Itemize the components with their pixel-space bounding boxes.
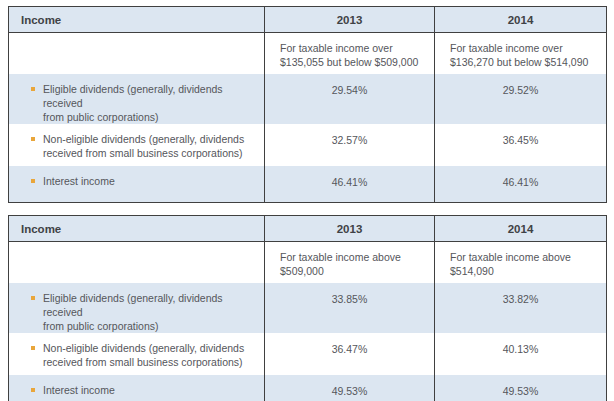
table-row-non-eligible-dividends: Non-eligible dividends (generally, divid… <box>9 124 607 166</box>
row-label-cell: Eligible dividends (generally, dividends… <box>9 283 265 333</box>
rate-value-2013: 29.54% <box>265 74 435 124</box>
rate-value-2014: 29.52% <box>435 74 607 124</box>
rate-value-2014: 49.53% <box>435 375 607 401</box>
income-item-label: Interest income <box>43 174 115 188</box>
table-row-eligible-dividends: Eligible dividends (generally, dividends… <box>9 74 607 124</box>
rate-value-2013: 36.47% <box>265 333 435 375</box>
rate-value-2014: 36.45% <box>435 124 607 166</box>
column-header-income: Income <box>9 216 265 242</box>
column-header-2014: 2014 <box>435 7 607 33</box>
bullet-icon <box>31 87 35 91</box>
table-header-row: Income 2013 2014 <box>9 7 607 33</box>
column-header-2014: 2014 <box>435 216 607 242</box>
tax-rate-table-lower: Income 2013 2014 For taxable income abov… <box>8 215 607 401</box>
income-range-note-2013: For taxable income above $509,000 <box>265 242 435 283</box>
tax-rate-table-upper: Income 2013 2014 For taxable income over… <box>8 6 607 203</box>
document-page: Income 2013 2014 For taxable income over… <box>0 0 614 401</box>
rate-value-2013: 46.41% <box>265 166 435 203</box>
table-row-eligible-dividends: Eligible dividends (generally, dividends… <box>9 283 607 333</box>
column-header-income: Income <box>9 7 265 33</box>
bullet-icon <box>31 296 35 300</box>
bullet-icon <box>31 346 35 350</box>
income-item-label: Non-eligible dividends (generally, divid… <box>43 132 244 160</box>
income-range-note-2013: For taxable income over $135,055 but bel… <box>265 33 435 74</box>
row-label-cell: Non-eligible dividends (generally, divid… <box>9 333 265 375</box>
income-item-label: Non-eligible dividends (generally, divid… <box>43 341 244 369</box>
income-range-note-2014: For taxable income above $514,090 <box>435 242 607 283</box>
table-row-interest-income: Interest income 46.41% 46.41% <box>9 166 607 203</box>
table-header-row: Income 2013 2014 <box>9 216 607 242</box>
rate-value-2014: 33.82% <box>435 283 607 333</box>
rate-value-2013: 32.57% <box>265 124 435 166</box>
row-label-cell: Non-eligible dividends (generally, divid… <box>9 124 265 166</box>
table-row-non-eligible-dividends: Non-eligible dividends (generally, divid… <box>9 333 607 375</box>
rate-value-2014: 46.41% <box>435 166 607 203</box>
empty-cell <box>9 242 265 283</box>
row-label-cell: Interest income <box>9 166 265 203</box>
row-label-cell: Interest income <box>9 375 265 401</box>
column-header-2013: 2013 <box>265 7 435 33</box>
table-row-interest-income: Interest income 49.53% 49.53% <box>9 375 607 401</box>
income-item-label: Eligible dividends (generally, dividends… <box>43 82 258 124</box>
bullet-icon <box>31 137 35 141</box>
income-item-label: Interest income <box>43 383 115 397</box>
rate-value-2014: 40.13% <box>435 333 607 375</box>
rate-value-2013: 33.85% <box>265 283 435 333</box>
income-range-note-2014: For taxable income over $136,270 but bel… <box>435 33 607 74</box>
empty-cell <box>9 33 265 74</box>
income-range-row: For taxable income above $509,000 For ta… <box>9 242 607 283</box>
rate-value-2013: 49.53% <box>265 375 435 401</box>
column-header-2013: 2013 <box>265 216 435 242</box>
bullet-icon <box>31 179 35 183</box>
row-label-cell: Eligible dividends (generally, dividends… <box>9 74 265 124</box>
bullet-icon <box>31 388 35 392</box>
income-item-label: Eligible dividends (generally, dividends… <box>43 291 258 333</box>
income-range-row: For taxable income over $135,055 but bel… <box>9 33 607 74</box>
